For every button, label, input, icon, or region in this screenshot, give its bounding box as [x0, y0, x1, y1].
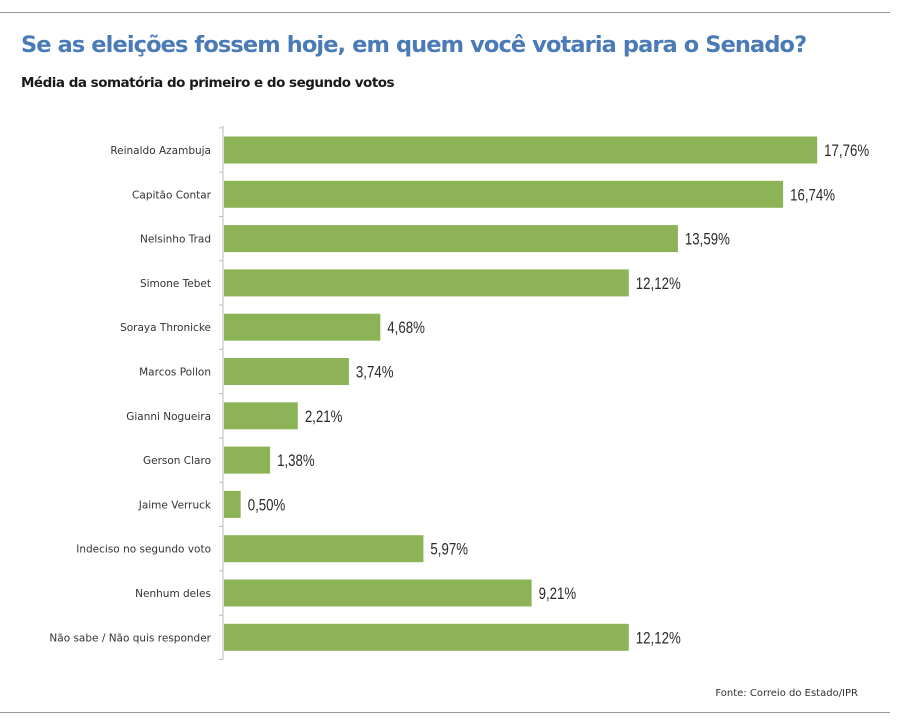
bar — [224, 579, 532, 607]
value-label: 12,12% — [636, 274, 681, 293]
bar — [224, 535, 424, 563]
category-label: Nenhum deles — [135, 588, 211, 600]
bar — [224, 490, 241, 518]
bottom-rule — [0, 712, 890, 713]
category-label: Soraya Thronicke — [120, 322, 211, 334]
bar — [224, 136, 818, 164]
value-label: 5,97% — [430, 540, 468, 559]
bar — [224, 269, 629, 297]
value-label: 9,21% — [539, 585, 577, 604]
category-label: Reinaldo Azambuja — [110, 145, 211, 157]
bar — [224, 180, 784, 208]
category-label: Não sabe / Não quis responder — [49, 632, 211, 644]
value-label: 12,12% — [636, 629, 681, 648]
category-label: Capitão Contar — [132, 189, 212, 201]
category-label: Marcos Pollon — [139, 367, 211, 379]
value-label: 4,68% — [387, 319, 425, 338]
category-label: Jaime Verruck — [138, 499, 212, 511]
value-label: 1,38% — [277, 452, 315, 471]
bar — [224, 446, 271, 474]
value-label: 2,21% — [305, 407, 343, 426]
chart-title: Se as eleições fossem hoje, em quem você… — [21, 32, 807, 58]
source-note: Fonte: Correio do Estado/IPR — [715, 688, 858, 699]
value-label: 3,74% — [356, 363, 394, 382]
bar — [224, 225, 678, 253]
category-label: Simone Tebet — [140, 278, 211, 290]
category-label: Gianni Nogueira — [126, 411, 211, 423]
bar — [224, 358, 349, 385]
value-label: 13,59% — [685, 230, 730, 249]
chart-subtitle: Média da somatória do primeiro e do segu… — [21, 75, 395, 91]
bar — [224, 313, 381, 341]
bar — [224, 402, 298, 430]
category-label: Nelsinho Trad — [140, 234, 211, 246]
bar — [224, 623, 629, 651]
value-label: 0,50% — [248, 496, 286, 515]
value-label: 17,76% — [824, 142, 869, 161]
category-label: Indeciso no segundo voto — [76, 544, 211, 556]
category-label: Gerson Claro — [143, 455, 211, 467]
top-rule — [0, 12, 890, 13]
value-label: 16,74% — [790, 186, 835, 205]
